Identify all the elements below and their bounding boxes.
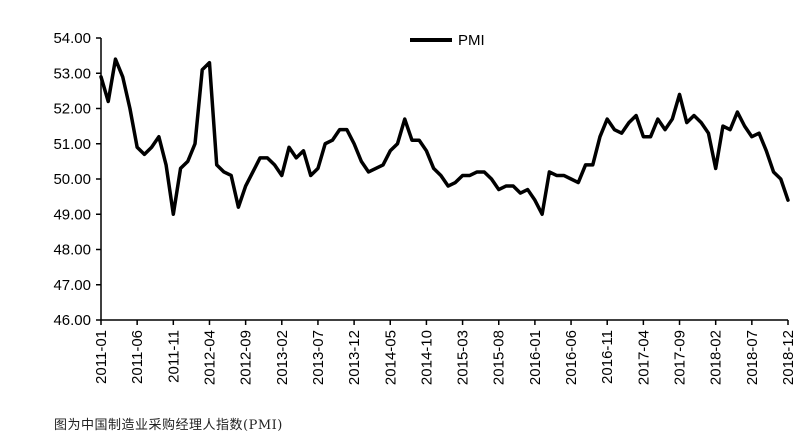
x-tick-label: 2012-09 <box>238 330 255 385</box>
y-tick-label: 49.00 <box>53 206 91 223</box>
legend-label-pmi: PMI <box>458 32 485 49</box>
y-axis: 46.00 47.00 48.00 49.00 50.00 51.00 52.00 53.00… <box>53 30 102 329</box>
x-tick-label: 2016-01 <box>527 330 544 385</box>
x-tick-label: 2018-07 <box>744 330 761 385</box>
x-tick-label: 2011-01 <box>93 330 110 384</box>
y-tick-label: 53.00 <box>53 65 91 82</box>
x-tick-label: 2012-04 <box>201 330 218 385</box>
x-tick-label: 2014-05 <box>382 330 399 385</box>
y-tick-label: 46.00 <box>53 312 91 329</box>
y-tick-label: 50.00 <box>53 171 91 188</box>
series-layer <box>99 57 790 216</box>
x-tick-label: 2013-07 <box>310 330 327 385</box>
series-line-pmi <box>99 57 790 216</box>
x-tick-label: 2013-12 <box>346 330 363 385</box>
x-tick-label: 2015-08 <box>491 330 508 385</box>
x-tick-label: 2016-11 <box>599 330 616 384</box>
legend: PMI <box>410 32 485 49</box>
x-axis: 2011-01 2011-06 2011-11 2012-04 2012-09 2013-… <box>93 319 797 385</box>
x-tick-label: 2015-03 <box>455 330 472 385</box>
x-tick-label: 2013-02 <box>274 330 291 385</box>
x-tick-label: 2011-06 <box>129 330 146 384</box>
x-tick-label: 2014-10 <box>418 330 435 385</box>
x-tick-label: 2018-02 <box>708 330 725 385</box>
y-tick-label: 51.00 <box>53 136 91 153</box>
y-tick-label: 47.00 <box>53 277 91 294</box>
pmi-line-chart: 46.00 47.00 48.00 49.00 50.00 51.00 52.00 53.00… <box>53 30 797 385</box>
figure-caption: 图为中国制造业采购经理人指数(PMI) <box>54 418 283 433</box>
x-tick-label: 2011-11 <box>165 330 182 383</box>
x-tick-label: 2017-04 <box>635 330 652 385</box>
y-tick-label: 54.00 <box>53 30 91 47</box>
y-tick-label: 52.00 <box>53 101 91 118</box>
y-tick-label: 48.00 <box>53 242 91 259</box>
x-tick-label: 2017-09 <box>672 330 689 385</box>
x-tick-label: 2018-12 <box>780 330 797 385</box>
x-tick-label: 2016-06 <box>563 330 580 385</box>
